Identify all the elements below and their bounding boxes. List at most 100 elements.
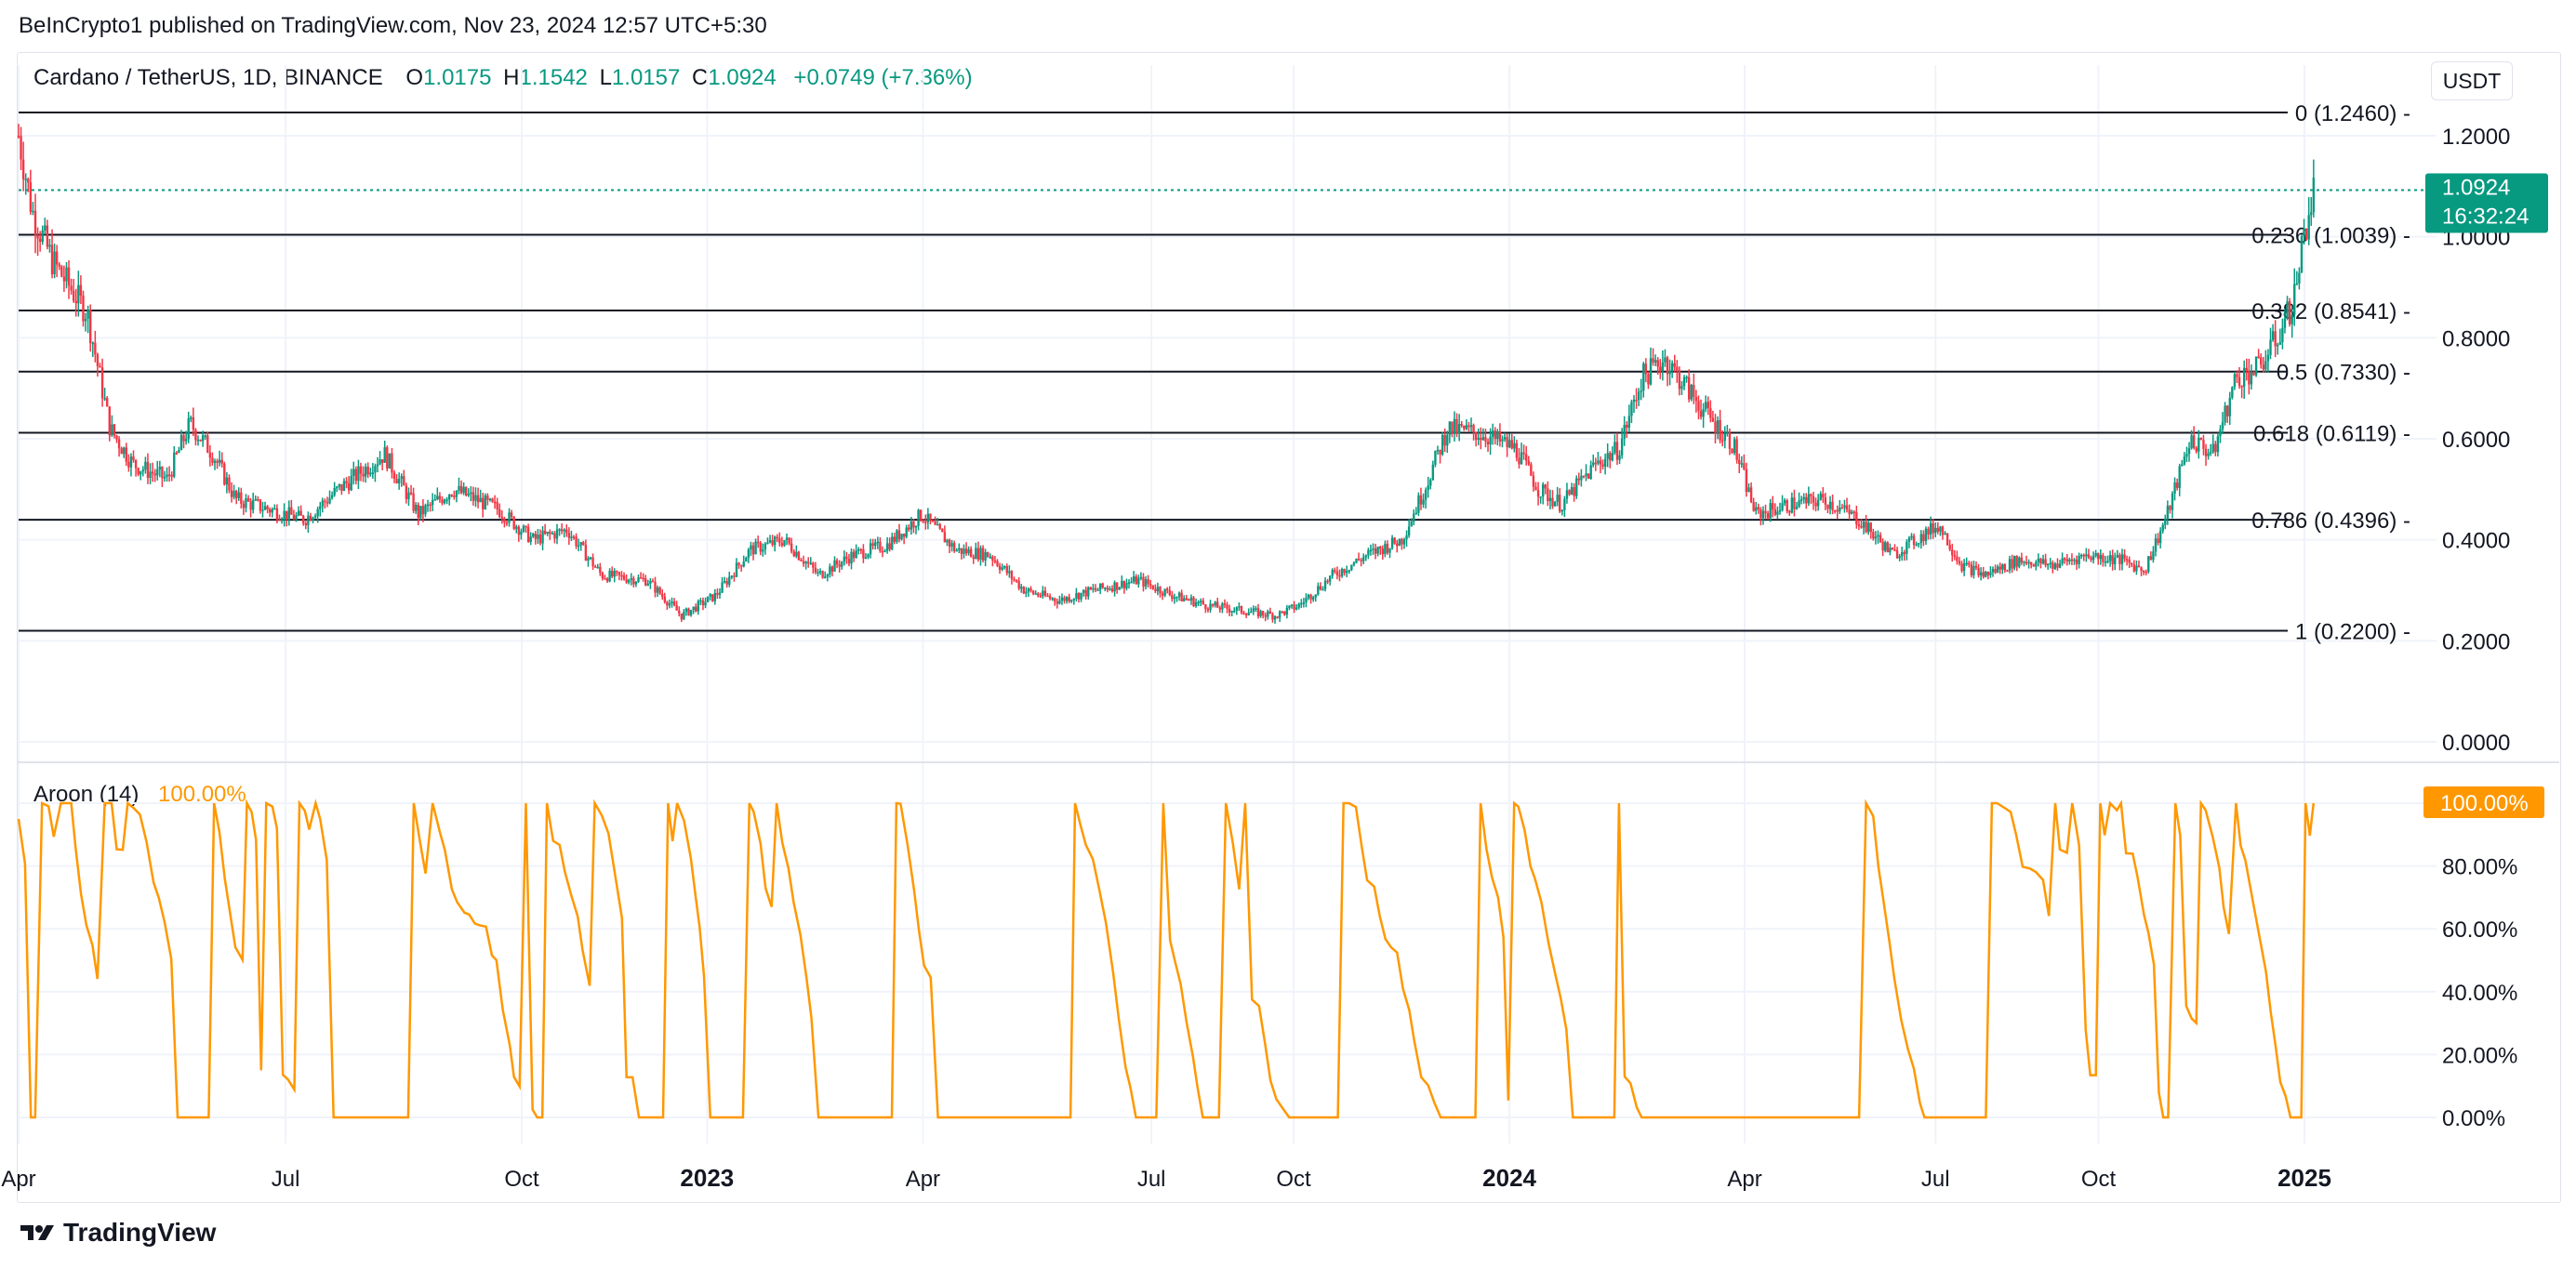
candle-body <box>821 571 824 578</box>
candle-body <box>625 579 628 583</box>
candle-body <box>190 417 193 419</box>
candle-body <box>859 548 863 551</box>
candle-body <box>62 276 66 282</box>
candle-body <box>2307 215 2310 240</box>
candle-body <box>543 530 547 535</box>
candle-body <box>1113 582 1116 592</box>
price-tick-label: 0.2000 <box>2442 629 2510 654</box>
candle-body <box>158 467 162 470</box>
symbol-title[interactable]: Cardano / TetherUS, 1D, BINANCE <box>33 65 383 90</box>
candle-body <box>325 501 329 504</box>
candle-body <box>593 566 597 568</box>
candle-body <box>919 509 923 521</box>
candle-body <box>44 225 46 231</box>
candle-body <box>1599 460 1602 465</box>
candle-body <box>414 505 418 511</box>
candle-body <box>1424 489 1427 500</box>
candle-body <box>601 573 604 579</box>
candle-body <box>1936 527 1940 532</box>
candle-body <box>1912 535 1916 546</box>
candle-body <box>2135 565 2138 572</box>
candle-body <box>412 493 415 511</box>
candle-body <box>857 548 860 551</box>
candle-body <box>1652 358 1654 363</box>
candle-body <box>541 530 544 544</box>
candle-body <box>471 492 475 501</box>
aroon-badge: 100.00% <box>2440 791 2529 816</box>
candle-body <box>1048 596 1052 599</box>
candle-body <box>2041 559 2045 564</box>
candle-body <box>790 543 793 552</box>
candle-body <box>2106 561 2109 562</box>
candle-body <box>1664 357 1666 363</box>
candle-body <box>72 290 75 301</box>
candle-body <box>955 549 958 552</box>
candle-body <box>1290 604 1294 606</box>
candle-body <box>582 542 585 546</box>
candle-body <box>1676 366 1679 371</box>
candle-body <box>984 552 987 561</box>
candle-body <box>1281 611 1283 614</box>
fib-label-0.236: 0.236 (1.0039) - <box>2251 224 2410 249</box>
currency-button[interactable]: USDT <box>2431 61 2513 100</box>
candle-body <box>1644 363 1648 375</box>
candle-body <box>2158 531 2162 544</box>
high-value: 1.1542 <box>519 65 588 90</box>
candle-body <box>2128 559 2131 563</box>
candle-body <box>2277 344 2279 347</box>
candle-body <box>55 251 59 265</box>
candle-body <box>1496 430 1499 440</box>
candle-body <box>2243 367 2246 387</box>
candle-body <box>213 460 217 463</box>
time-tick-label: 2025 <box>2277 1164 2331 1192</box>
candle-body <box>864 557 868 560</box>
candle-body <box>589 557 592 560</box>
candle-body <box>2291 314 2293 324</box>
candle-body <box>1974 565 1978 568</box>
candle-body <box>1398 538 1401 547</box>
candle-body <box>486 495 489 500</box>
candle-body <box>216 460 219 463</box>
candle-body <box>1898 556 1901 559</box>
candle-body <box>634 581 638 585</box>
candle-body <box>771 540 774 546</box>
candle-body <box>1776 511 1779 515</box>
candle-body <box>1702 409 1705 417</box>
candle-body <box>1388 548 1391 553</box>
candle-body <box>84 318 87 322</box>
candle-body <box>546 532 549 535</box>
candle-body <box>838 564 841 567</box>
candle-body <box>1149 584 1152 586</box>
candle-body <box>1687 376 1691 400</box>
candle-body <box>1530 464 1533 476</box>
low-value: 1.0157 <box>611 65 681 90</box>
candle-body <box>1716 419 1720 433</box>
candle-body <box>1694 397 1698 402</box>
candle-body <box>1177 592 1181 597</box>
candle-body <box>453 495 456 497</box>
candle-body <box>1058 601 1061 604</box>
candle-body <box>1924 528 1928 542</box>
candle-body <box>929 513 932 522</box>
candle-body <box>1507 440 1511 448</box>
candle-body <box>347 482 351 491</box>
candle-body <box>283 510 285 520</box>
open-label: O <box>405 65 424 90</box>
candle-body <box>455 490 458 497</box>
candle-body <box>845 556 848 560</box>
candle-body <box>27 178 30 183</box>
candle-body <box>829 566 831 575</box>
candle-body <box>1228 608 1231 613</box>
candle-body <box>1446 434 1449 446</box>
candle-body <box>1051 598 1054 601</box>
candle-body <box>524 525 527 528</box>
candle-body <box>833 560 836 572</box>
footer-brand[interactable]: TradingView <box>19 1218 216 1248</box>
candle-body <box>2025 561 2028 564</box>
candle-body <box>1647 374 1650 385</box>
candle-body <box>1156 587 1160 591</box>
candle-body <box>1656 360 1659 367</box>
candle-body <box>2166 506 2170 520</box>
candle-body <box>689 610 693 615</box>
candle-body <box>125 447 128 462</box>
